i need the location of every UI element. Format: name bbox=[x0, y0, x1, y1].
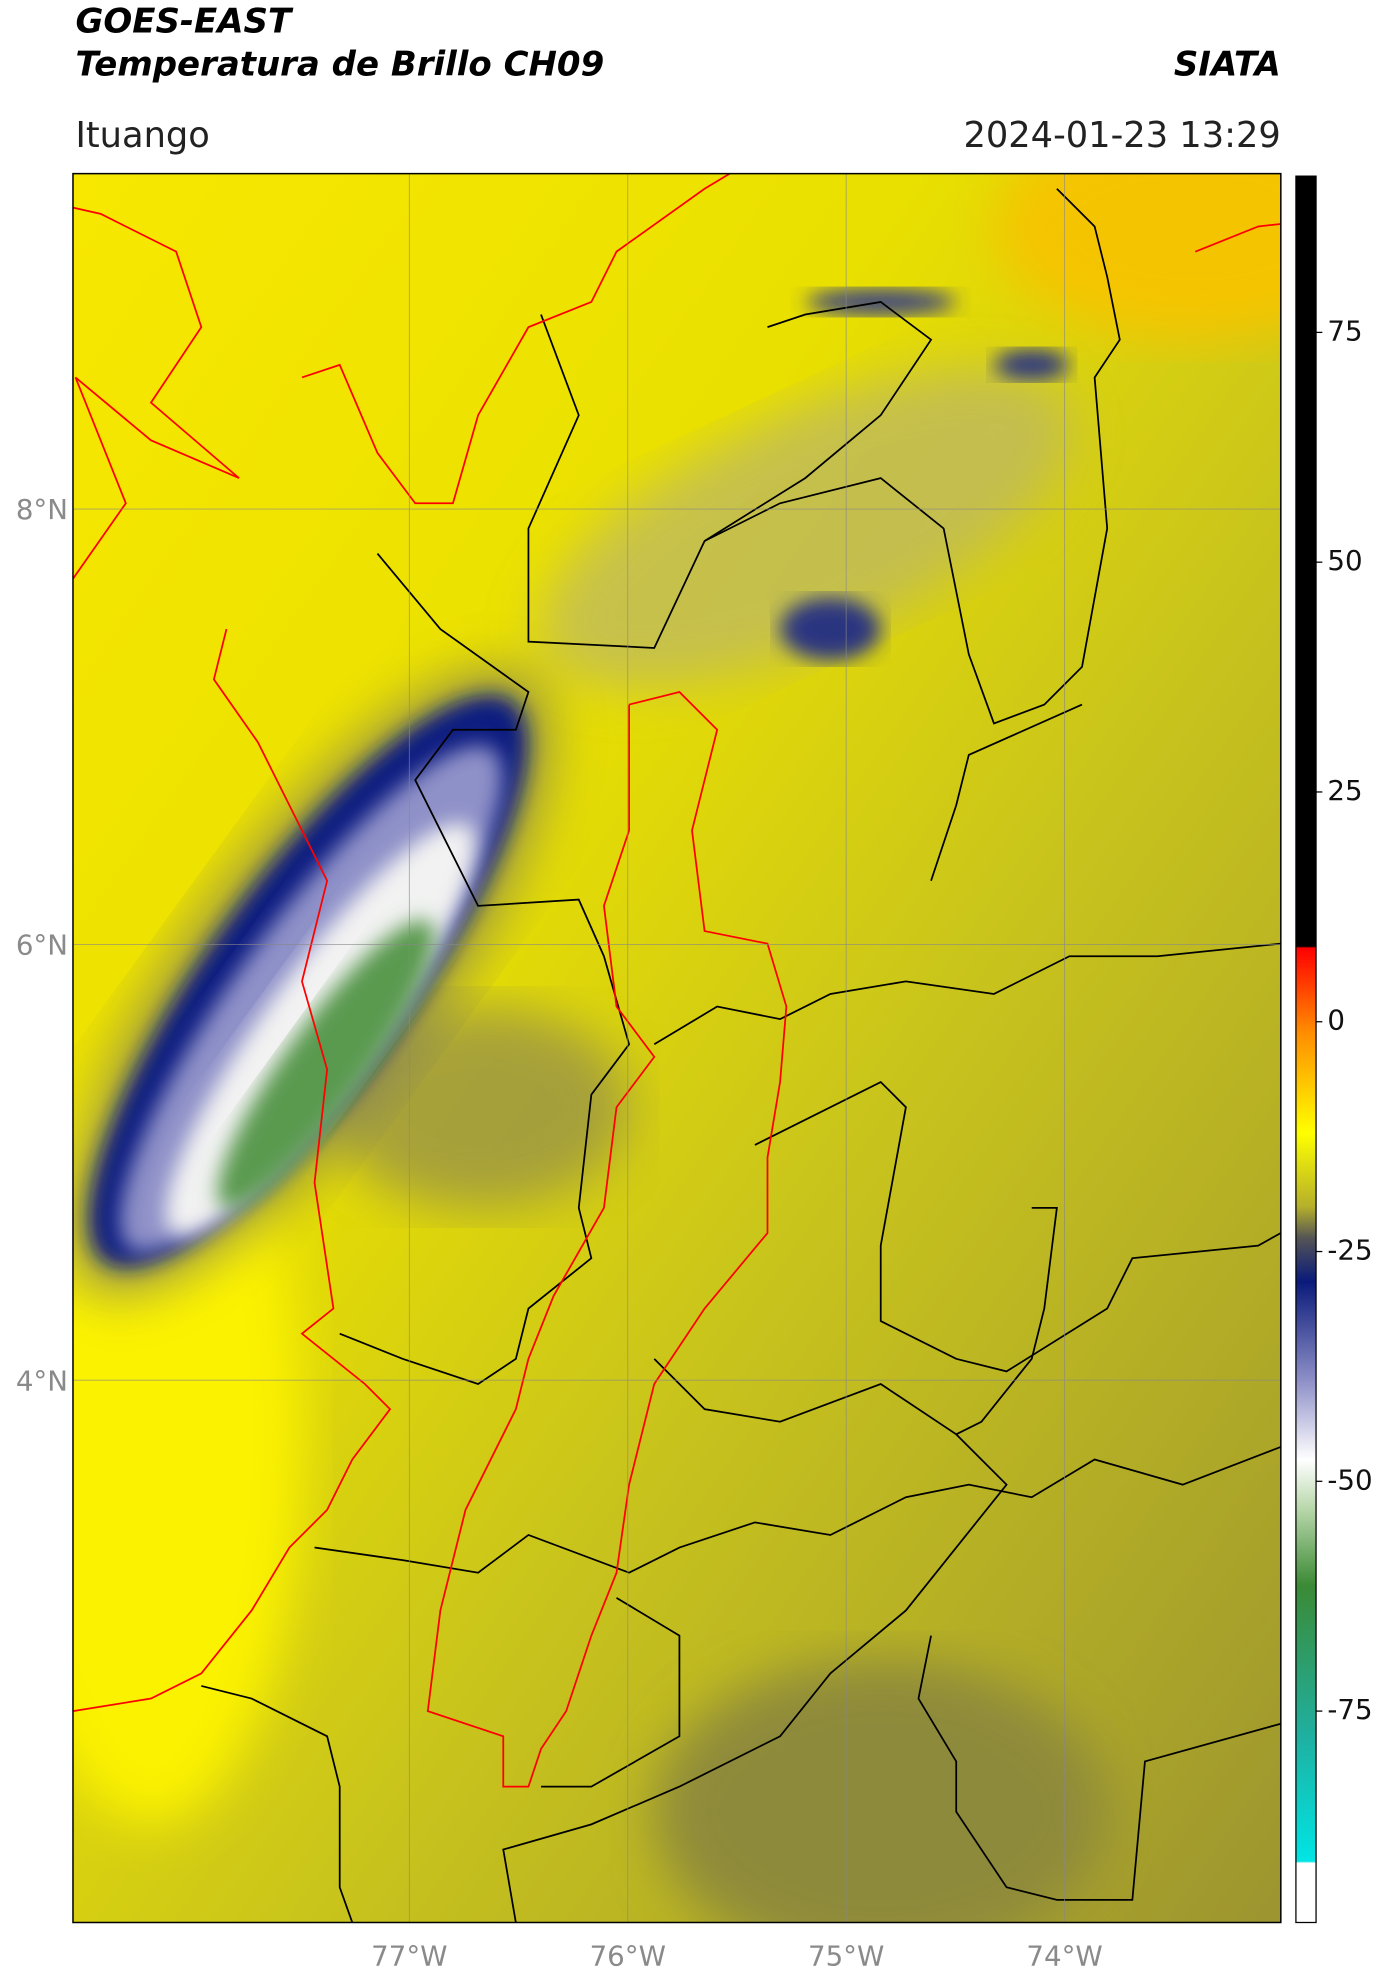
title: GOES-EAST bbox=[75, 2, 293, 42]
datetime: 2024-01-23 13:29 bbox=[963, 115, 1280, 156]
colorbar-tick-label: 0 bbox=[1327, 1004, 1345, 1037]
lat-tick-label: 4°N bbox=[16, 1364, 68, 1397]
colorbar-tick-label: 50 bbox=[1327, 544, 1362, 577]
colorbar-ticks: 75 50 25 0 -25 -50 -75 bbox=[1316, 314, 1373, 1726]
lat-tick-label: 8°N bbox=[16, 493, 68, 526]
colorbar-tick-label: -50 bbox=[1327, 1463, 1372, 1496]
map-frame bbox=[72, 172, 1282, 1924]
colorbar-tick-label: -75 bbox=[1327, 1693, 1372, 1726]
map-image bbox=[72, 173, 1281, 1923]
lon-tick-label: 76°W bbox=[590, 1939, 666, 1972]
colorbar-tick-label: 25 bbox=[1327, 774, 1362, 807]
colorbar-tick-label: -25 bbox=[1327, 1234, 1372, 1267]
colorbar-tick-label: 75 bbox=[1327, 314, 1362, 347]
lon-tick-label: 74°W bbox=[1026, 1939, 1102, 1972]
lon-tick-label: 77°W bbox=[371, 1939, 447, 1972]
lat-tick-label: 6°N bbox=[16, 929, 68, 962]
subtitle: Temperatura de Brillo CH09 bbox=[75, 44, 604, 84]
location: Ituango bbox=[75, 115, 209, 156]
graticule: 8°N 6°N 4°N 77°W 76°W 75°W 74°W bbox=[16, 173, 1281, 1972]
colorbar bbox=[1295, 175, 1317, 1924]
source: SIATA bbox=[1174, 44, 1281, 84]
lon-tick-label: 75°W bbox=[808, 1939, 884, 1972]
